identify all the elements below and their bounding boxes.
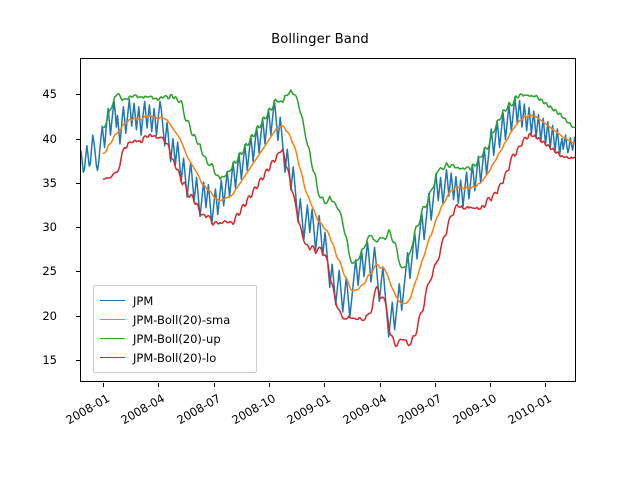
- y-axis-tick-label: 40: [42, 131, 57, 146]
- y-axis-tick-label: 20: [42, 308, 57, 323]
- y-axis-tick-label: 45: [42, 87, 57, 102]
- legend-color-swatch: [100, 319, 125, 320]
- series-line-jpm-boll-20-sma: [102, 114, 575, 305]
- x-axis-tick-mark: [379, 383, 381, 387]
- x-axis-tick-mark: [545, 383, 547, 387]
- y-axis-tick-label: 15: [42, 352, 57, 367]
- y-axis-tick-mark: [76, 271, 80, 273]
- y-axis-tick-mark: [76, 182, 80, 184]
- legend: JPM JPM-Boll(20)-sma JPM-Boll(20)-up JPM-Bo…: [93, 285, 257, 373]
- y-axis-tick-label: 35: [42, 175, 57, 190]
- y-axis-tick-label: 25: [42, 264, 57, 279]
- legend-item-label: JPM-Boll(20)-lo: [133, 350, 217, 365]
- legend-item[interactable]: JPM-Boll(20)-sma: [100, 310, 250, 329]
- x-axis-tick-label: 2008-07: [173, 391, 223, 428]
- x-axis-tick-mark: [103, 383, 104, 387]
- x-axis-tick-mark: [268, 383, 270, 387]
- legend-color-swatch: [100, 357, 125, 358]
- legend-item[interactable]: JPM: [100, 291, 250, 310]
- legend-color-swatch: [100, 300, 125, 301]
- y-axis-tick-mark: [76, 94, 80, 96]
- legend-item-label: JPM: [133, 293, 154, 308]
- chart-title: Bollinger Band: [271, 32, 369, 47]
- x-axis-tick-label: 2009-10: [450, 391, 500, 428]
- x-axis-tick-label: 2010-01: [505, 391, 555, 428]
- x-axis-tick-mark: [158, 383, 160, 387]
- legend-item-label: JPM-Boll(20)-up: [133, 331, 221, 346]
- series-line-jpm-boll-20-lo: [102, 132, 575, 348]
- x-axis-tick-mark: [324, 383, 326, 387]
- x-axis-tick-label: 2008-10: [229, 391, 278, 428]
- x-axis-tick-label: 2008-01: [63, 391, 112, 428]
- y-axis-tick-label: 30: [42, 220, 57, 235]
- x-axis-tick-label: 2009-04: [339, 391, 389, 428]
- y-axis-tick-mark: [76, 227, 80, 229]
- series-line-jpm-boll-20-up: [102, 89, 575, 269]
- series-canvas: [81, 89, 575, 348]
- legend-item-label: JPM-Boll(20)-sma: [133, 312, 231, 327]
- x-axis-tick-label: 2009-07: [395, 391, 444, 428]
- x-axis-tick-mark: [213, 383, 215, 387]
- x-axis-tick-mark: [490, 383, 492, 387]
- x-axis-tick-label: 2008-04: [118, 391, 168, 428]
- x-axis-tick-mark: [434, 383, 436, 387]
- y-axis-tick-mark: [76, 138, 80, 140]
- y-axis-tick-mark: [76, 315, 80, 317]
- legend-item[interactable]: JPM-Boll(20)-lo: [100, 348, 250, 367]
- legend-item[interactable]: JPM-Boll(20)-up: [100, 329, 250, 348]
- legend-color-swatch: [100, 338, 125, 339]
- x-axis-tick-label: 2009-01: [284, 391, 334, 428]
- y-axis-tick-mark: [76, 359, 80, 361]
